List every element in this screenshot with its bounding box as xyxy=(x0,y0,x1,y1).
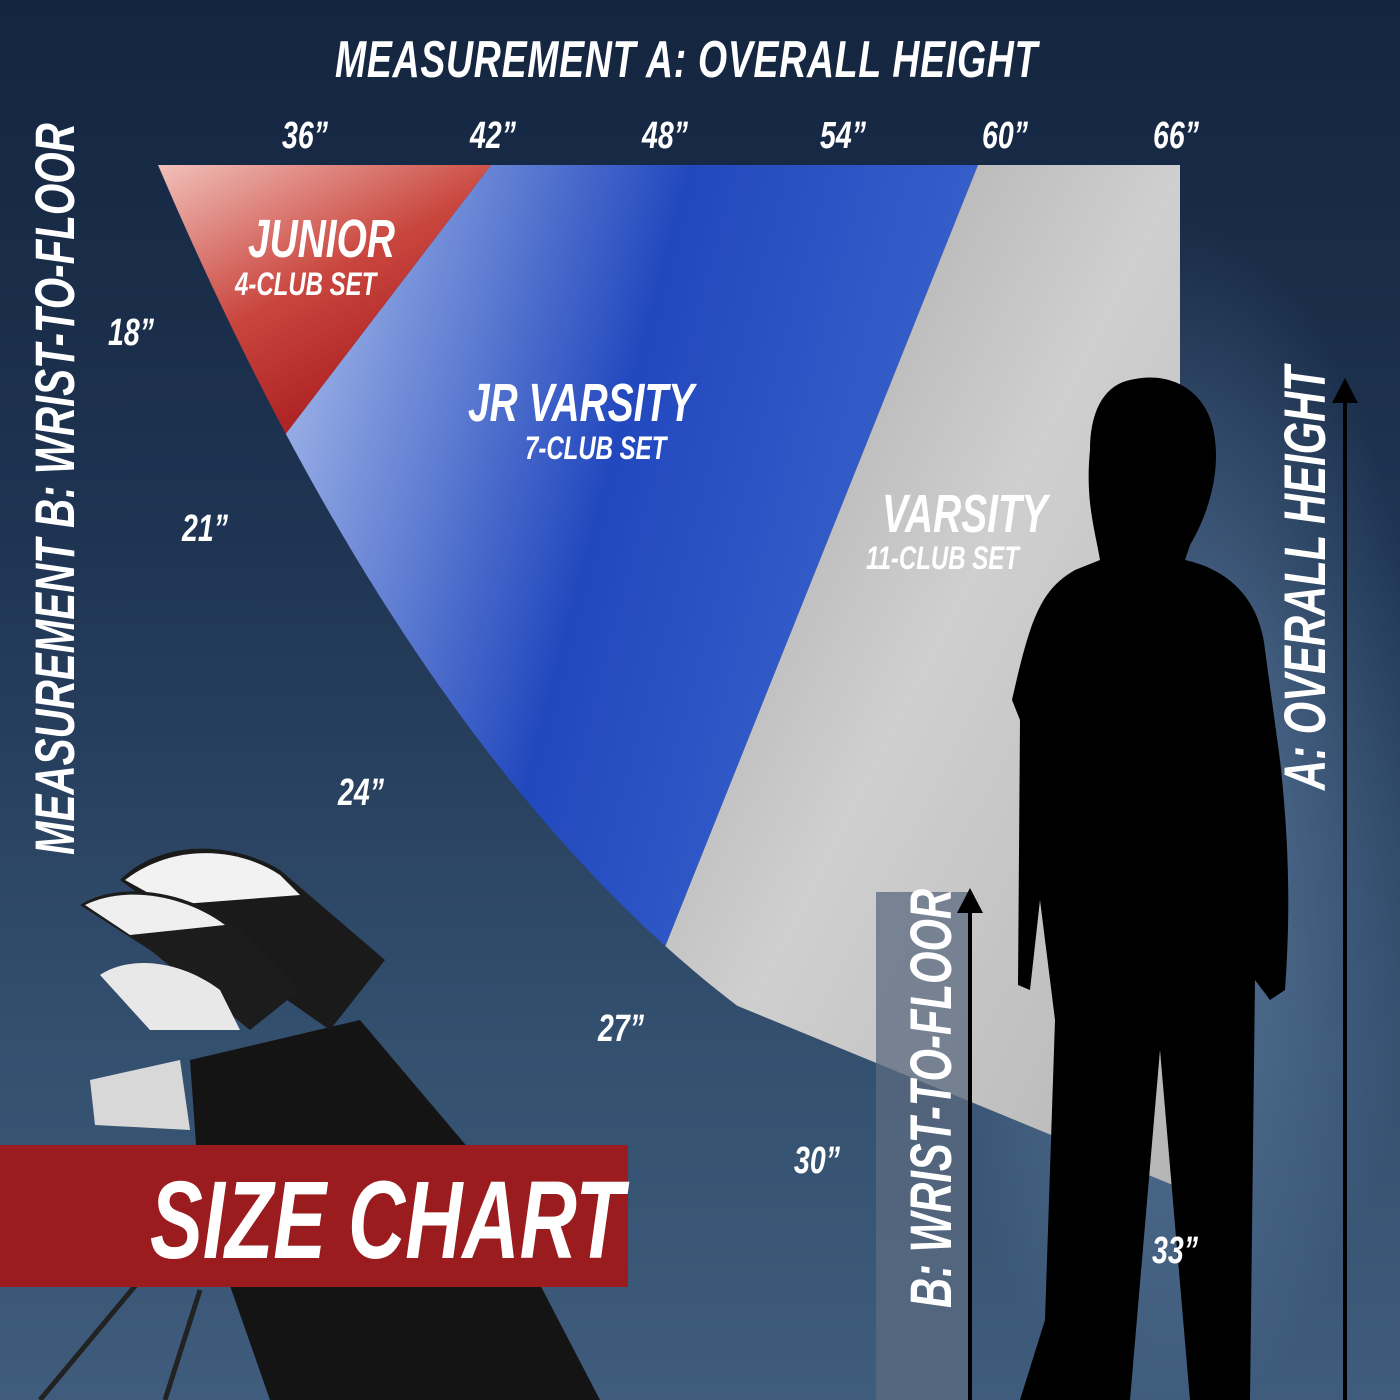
wrist-tick: 24” xyxy=(338,772,384,814)
arrow-b-head xyxy=(957,888,983,913)
person-silhouette xyxy=(1012,377,1289,1400)
zone-varsity-set: 11-CLUB SET xyxy=(866,540,1019,576)
wrist-tick: 18” xyxy=(108,312,154,354)
zone-jr-varsity-name: JR VARSITY xyxy=(468,373,695,433)
zone-jr-varsity-set: 7-CLUB SET xyxy=(525,430,667,466)
height-tick: 54” xyxy=(820,115,866,157)
golf-bag-image xyxy=(38,848,600,1400)
arrow-a-head xyxy=(1332,378,1358,403)
wrist-tick: 33” xyxy=(1152,1230,1198,1272)
arrow-b-label: B: WRIST-TO-FLOOR xyxy=(899,888,964,1308)
height-tick: 48” xyxy=(642,115,688,157)
wrist-panel xyxy=(876,892,970,1400)
height-tick: 42” xyxy=(470,115,516,157)
wrist-tick: 27” xyxy=(598,1008,644,1050)
zone-varsity-name: VARSITY xyxy=(882,484,1048,544)
zone-junior-set: 4-CLUB SET xyxy=(235,266,377,302)
side-title: MEASUREMENT B: WRIST-TO-FLOOR xyxy=(23,123,86,855)
height-tick: 36” xyxy=(282,115,328,157)
zone-junior-name: JUNIOR xyxy=(248,209,395,269)
zone-jr-varsity-area xyxy=(262,165,980,972)
arrow-a-label: A: OVERALL HEIGHT xyxy=(1273,366,1338,790)
wrist-tick: 21” xyxy=(182,508,228,550)
banner-text: SIZE CHART xyxy=(150,1159,624,1282)
height-tick: 66” xyxy=(1153,115,1199,157)
wrist-tick: 30” xyxy=(794,1140,840,1182)
height-tick: 60” xyxy=(982,115,1028,157)
chart-title: MEASUREMENT A: OVERALL HEIGHT xyxy=(335,31,1039,89)
size-chart-banner: SIZE CHART xyxy=(0,1145,628,1287)
